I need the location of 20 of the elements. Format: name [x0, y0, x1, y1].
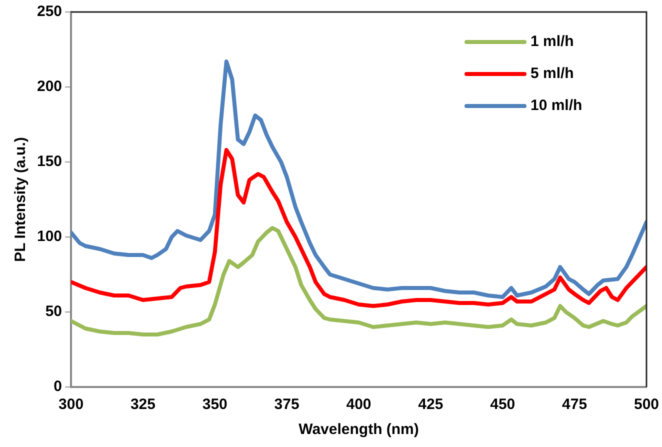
- x-tick-label: 350: [202, 396, 228, 414]
- x-tick-label: 400: [346, 396, 372, 414]
- x-axis-title: Wavelength (nm): [298, 421, 419, 438]
- y-tick-label: 150: [36, 153, 62, 170]
- x-tick-label: 450: [490, 396, 516, 414]
- x-tick-label: 300: [58, 396, 84, 414]
- y-tick-label: 200: [36, 78, 62, 96]
- x-tick-label: 425: [418, 396, 444, 414]
- legend-label: 10 ml/h: [530, 97, 582, 114]
- x-tick-label: 375: [274, 396, 300, 414]
- x-tick-label: 475: [562, 396, 588, 414]
- x-tick-label: 325: [130, 396, 156, 414]
- y-tick-label: 100: [36, 228, 62, 246]
- y-tick-label: 50: [45, 303, 62, 320]
- legend-label: 1 ml/h: [530, 33, 574, 50]
- y-tick-label: 0: [54, 378, 62, 396]
- legend-label: 5 ml/h: [530, 65, 574, 82]
- y-axis-title: PL Intensity (a.u.): [12, 137, 30, 262]
- y-tick-label: 250: [36, 3, 62, 20]
- x-tick-label: 500: [634, 396, 659, 414]
